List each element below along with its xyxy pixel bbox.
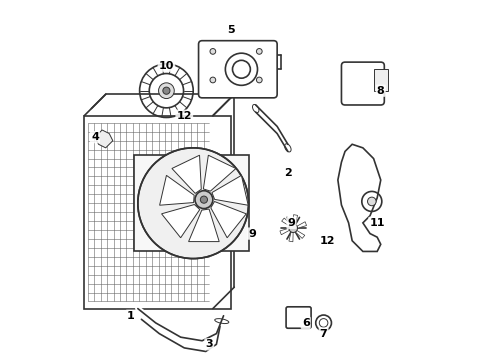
FancyBboxPatch shape — [84, 116, 231, 309]
FancyBboxPatch shape — [198, 41, 277, 98]
Circle shape — [200, 196, 207, 203]
Polygon shape — [189, 209, 219, 242]
Polygon shape — [295, 230, 305, 238]
Polygon shape — [162, 204, 200, 238]
Text: 6: 6 — [302, 318, 310, 328]
Polygon shape — [212, 175, 248, 205]
Circle shape — [210, 49, 216, 54]
Text: 2: 2 — [284, 168, 292, 178]
Polygon shape — [160, 175, 194, 205]
Circle shape — [159, 83, 174, 99]
Polygon shape — [203, 155, 236, 191]
Polygon shape — [294, 215, 297, 225]
Bar — [134, 155, 248, 251]
FancyBboxPatch shape — [373, 69, 388, 91]
Text: 1: 1 — [127, 311, 135, 321]
Polygon shape — [338, 144, 381, 251]
Text: 10: 10 — [159, 61, 174, 71]
Polygon shape — [95, 130, 113, 148]
Text: 8: 8 — [377, 86, 385, 96]
Text: 12: 12 — [176, 111, 192, 121]
Circle shape — [138, 148, 248, 258]
Circle shape — [289, 224, 297, 233]
Polygon shape — [282, 218, 291, 226]
Text: 3: 3 — [205, 339, 213, 349]
Circle shape — [195, 191, 213, 208]
Circle shape — [256, 49, 262, 54]
Circle shape — [210, 77, 216, 83]
Polygon shape — [289, 232, 293, 242]
Polygon shape — [280, 228, 290, 235]
Circle shape — [368, 197, 376, 206]
FancyBboxPatch shape — [286, 307, 311, 328]
Polygon shape — [211, 202, 246, 238]
Text: 9: 9 — [288, 218, 295, 228]
Text: 7: 7 — [319, 329, 327, 339]
Circle shape — [163, 87, 170, 94]
Text: 11: 11 — [369, 218, 385, 228]
Polygon shape — [172, 155, 201, 193]
Text: 12: 12 — [319, 236, 335, 246]
Circle shape — [256, 77, 262, 83]
Text: 9: 9 — [248, 229, 256, 239]
Polygon shape — [297, 222, 307, 228]
Text: 5: 5 — [227, 25, 235, 35]
FancyBboxPatch shape — [342, 62, 384, 105]
Text: 4: 4 — [91, 132, 99, 142]
